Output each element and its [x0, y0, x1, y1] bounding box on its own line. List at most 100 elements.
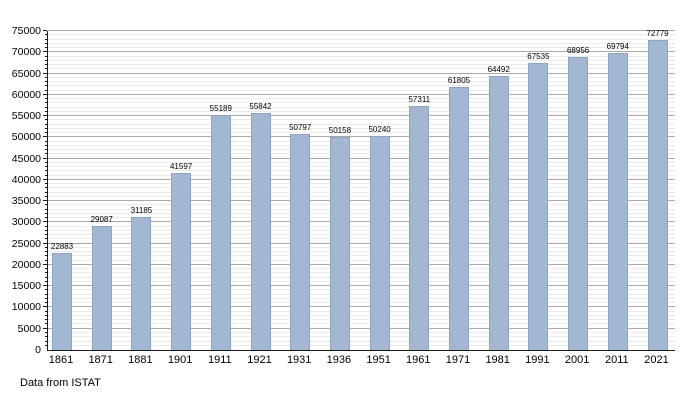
y-tick-minor — [45, 85, 47, 87]
gridline-minor — [48, 161, 675, 163]
gridline-minor — [48, 212, 675, 214]
bar-value-label: 50240 — [368, 125, 391, 135]
gridline-minor — [48, 323, 675, 325]
y-tick-minor — [45, 187, 47, 189]
x-axis-label: 1861 — [48, 354, 74, 366]
bar-1911 — [210, 115, 231, 350]
gridline-minor — [48, 280, 675, 282]
x-axis-label: 1871 — [88, 354, 113, 366]
y-tick-major — [43, 221, 47, 223]
gridline-minor — [48, 208, 675, 210]
y-tick-minor — [45, 42, 47, 44]
y-tick-minor — [45, 123, 47, 125]
gridline-major — [48, 200, 675, 202]
gridline-minor — [48, 119, 675, 121]
y-tick-minor — [45, 297, 47, 299]
gridline-minor — [48, 272, 675, 274]
y-tick-minor — [45, 68, 47, 70]
gridline-minor — [48, 132, 675, 134]
gridline-minor — [48, 289, 675, 291]
gridline-major — [48, 93, 675, 95]
y-tick-minor — [45, 340, 47, 342]
gridline-minor — [48, 319, 675, 321]
y-tick-minor — [45, 276, 47, 278]
gridline-minor — [48, 276, 675, 278]
y-tick-minor — [45, 153, 47, 155]
gridline-major — [48, 178, 675, 180]
y-tick-major — [43, 72, 47, 74]
y-tick-minor — [45, 144, 47, 146]
x-axis-label: 1936 — [326, 354, 352, 366]
y-tick-major — [43, 115, 47, 117]
y-tick-minor — [45, 149, 47, 151]
gridline-minor — [48, 217, 675, 219]
gridline-minor — [48, 314, 675, 316]
y-tick-major — [43, 306, 47, 308]
bar-1936 — [329, 136, 350, 350]
x-axis-label: 1981 — [485, 354, 510, 366]
gridline-minor — [48, 225, 675, 227]
gridline-minor — [48, 238, 675, 240]
y-axis-label: 75000 — [11, 25, 41, 37]
gridline-minor — [48, 34, 675, 36]
gridline-major — [48, 285, 675, 287]
y-tick-minor — [45, 229, 47, 231]
gridline-major — [48, 242, 675, 244]
y-tick-minor — [45, 310, 47, 312]
plot-area: 22883 29087 31185 41597 55189 55842 50797 50158… — [47, 29, 675, 351]
y-tick-minor — [45, 255, 47, 257]
y-tick-minor — [45, 268, 47, 270]
gridline-minor — [48, 255, 675, 257]
y-axis-label: 5000 — [17, 322, 41, 335]
y-tick-minor — [45, 81, 47, 83]
gridline-minor — [48, 166, 675, 168]
bar-value-label: 64492 — [487, 64, 510, 74]
y-tick-minor — [45, 191, 47, 193]
gridline-major — [48, 72, 675, 74]
x-axis-label: 1931 — [286, 354, 312, 366]
gridline-minor — [48, 259, 675, 261]
y-tick-minor — [45, 217, 47, 219]
bar-value-label: 72779 — [646, 29, 669, 39]
gridline-minor — [48, 183, 675, 185]
y-axis-label: 10000 — [11, 301, 41, 314]
bar-1871 — [91, 226, 112, 350]
y-tick-major — [43, 30, 47, 31]
y-tick-minor — [45, 64, 47, 66]
gridline-minor — [48, 336, 675, 338]
bar-1861 — [52, 252, 72, 350]
gridline-minor — [48, 110, 675, 112]
y-tick-minor — [45, 289, 47, 291]
y-axis-label: 0 — [35, 344, 41, 356]
bar-value-label: 22883 — [50, 241, 74, 251]
gridline-major — [48, 115, 675, 117]
gridline-minor — [48, 102, 675, 104]
bar-1921 — [250, 112, 271, 350]
y-axis-label: 30000 — [11, 216, 41, 229]
bar-value-label: 55842 — [249, 101, 272, 111]
gridline-minor — [48, 98, 675, 100]
gridline-minor — [48, 310, 675, 312]
gridline-minor — [48, 64, 675, 66]
y-tick-major — [43, 93, 47, 95]
y-tick-major — [43, 327, 47, 329]
gridline-minor — [48, 204, 675, 206]
y-axis-label: 20000 — [11, 258, 41, 271]
x-axis-label: 1961 — [406, 354, 431, 366]
gridline-major — [48, 221, 675, 223]
y-tick-minor — [45, 323, 47, 325]
gridline-minor — [48, 55, 675, 57]
gridline-minor — [48, 268, 675, 270]
y-tick-minor — [45, 34, 47, 36]
gridline-minor — [48, 38, 675, 40]
y-tick-minor — [45, 132, 47, 134]
y-tick-minor — [45, 38, 47, 40]
y-tick-minor — [45, 110, 47, 112]
gridline-minor — [48, 123, 675, 125]
bar-2011 — [607, 53, 628, 350]
bar-value-label: 50797 — [289, 122, 312, 132]
gridline-major — [48, 327, 675, 329]
gridline-minor — [48, 195, 675, 197]
y-axis-label: 70000 — [11, 46, 41, 59]
